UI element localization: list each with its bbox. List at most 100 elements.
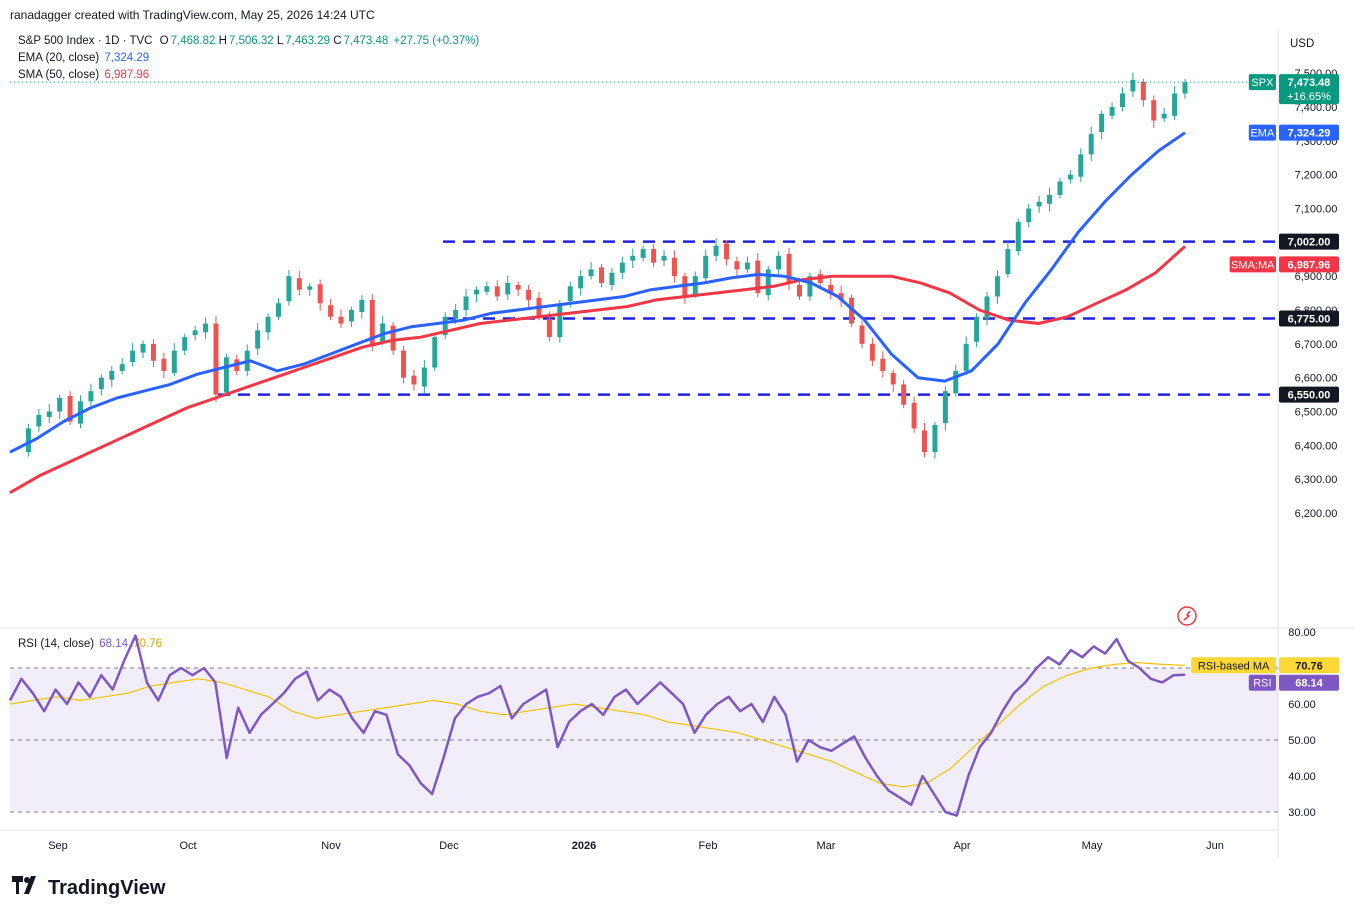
candle-body [828,284,834,294]
candle-body [713,245,719,256]
candle-body [838,293,844,300]
level-6550-tag: 6,550.00 [1279,386,1339,403]
candle-body [1140,81,1146,101]
candle-body [796,284,802,297]
candle-body [557,303,563,338]
candle-body [484,286,490,292]
time-tick-label: May [1082,840,1103,852]
time-tick-label: Sep [48,840,68,852]
candle-body [453,310,459,319]
candle-body [588,269,594,277]
low-label: L [276,35,284,47]
candle-body [609,272,615,285]
candle-body [1067,174,1073,180]
candle-body [203,323,209,333]
price-tick-label: 6,900.00 [1295,271,1338,283]
candle-body [317,284,323,304]
candle-body [942,391,948,424]
candle-body [1172,93,1178,116]
candle-body [734,261,740,270]
candle-body [786,253,792,283]
candle-body [432,337,438,368]
candle-body [1036,201,1042,207]
candle-body [703,255,709,279]
candle-body [765,269,771,296]
time-tick-label: Dec [439,840,459,852]
candle-body [963,343,969,371]
candle-body [661,255,667,261]
candle-body [567,286,573,302]
rsi-tag-value-box [1279,674,1339,691]
price-tick-label: 7,400.00 [1295,102,1338,114]
rsi-line [8,634,1186,817]
price-tick-label: 6,300.00 [1295,474,1338,486]
price-tick-label: 6,200.00 [1295,508,1338,520]
candle-body [192,330,198,336]
candle-body [1057,181,1063,195]
rsi-ma-line [9,661,1186,788]
price-tick-label: 7,200.00 [1295,170,1338,182]
candle-body [36,414,42,427]
ema-tag-value: 7,324.29 [1288,128,1331,140]
candle-body [1099,113,1105,133]
rsi-tick-label: 40.00 [1288,771,1316,783]
open-label: O [159,35,169,47]
candle-body [473,289,479,295]
candle-body [1151,100,1157,121]
candle-body [1109,107,1115,116]
candle-body [744,262,750,270]
rsi-ma-tag-label: RSI-based MA [1198,660,1270,672]
ema-tag-label: EMA [1250,128,1275,140]
candle-body [119,364,125,371]
rsi-ma-tag-value: 70.76 [1295,660,1323,672]
candle-body [88,391,94,402]
spx-tag-value-box [1279,74,1339,105]
candle-body [901,384,907,405]
spx-tag-label-box [1248,74,1276,91]
candle-body [859,325,865,344]
level-7002-tag: 7,002.00 [1279,233,1339,250]
spx-tag: SPX 7,473.48 +16.65% [1248,74,1339,105]
candle-body [140,343,146,353]
level-6775-tag-value-box [1279,310,1339,327]
candle-body [984,296,990,319]
price-tick-label: 6,500.00 [1295,407,1338,419]
candle-body [213,323,219,395]
sma-tag-label-box [1229,256,1276,273]
candle-body [109,370,115,380]
price-legend: S&P 500 Index · 1D · TVC O 7,468.82 H 7,50… [18,35,479,47]
candle-body [307,286,313,290]
ema-tag-value-box [1279,124,1339,141]
tradingview-logo-icon [12,876,42,900]
sma-legend-value: 6,987.96 [104,69,150,81]
candle-body [546,318,552,338]
close-value: 7,473.48 [343,35,389,47]
price-tick-label: 6,700.00 [1295,339,1338,351]
candle-body [515,284,521,290]
level-6775-tag: 6,775.00 [1279,310,1339,327]
candle-body [880,358,886,371]
candle-body [651,249,657,263]
candle-body [974,316,980,342]
price-tick-label: 6,400.00 [1295,440,1338,452]
sma-tag-label: SMA:MA [1231,259,1275,271]
rsi-ma-tag: RSI-based MA 70.76 [1191,657,1339,674]
time-tick-label: 2026 [572,840,596,852]
sma-legend: SMA (50, close) 6,987.96 [18,69,149,81]
price-tick-label: 6,600.00 [1295,373,1338,385]
tradingview-brand[interactable]: TradingView [12,876,165,900]
sma-50-line [9,245,1187,495]
close-label: C [333,35,342,47]
time-tick-label: Apr [953,840,970,852]
candle-body [494,286,500,297]
rsi-legend-label: RSI (14, close) [18,638,95,650]
high-value: 7,506.32 [228,35,274,47]
rsi-ma-legend-value: 70.76 [133,638,163,650]
candle-body [359,299,365,313]
rsi-tick-label: 50.00 [1288,735,1316,747]
candle-body [1015,222,1021,252]
currency-label[interactable]: USD [1290,38,1315,50]
candle-body [223,357,229,393]
replay-icon[interactable] [1177,606,1197,626]
